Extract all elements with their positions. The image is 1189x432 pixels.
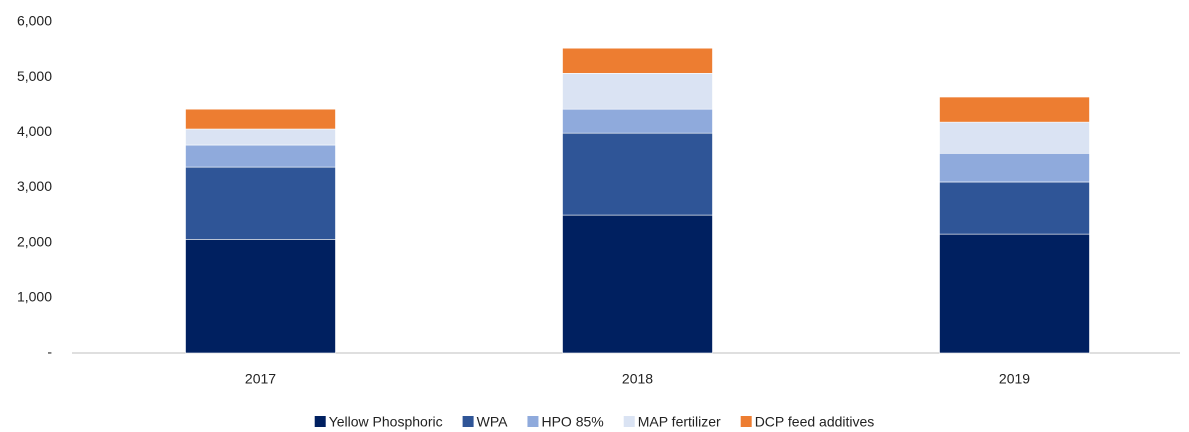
legend-label: WPA xyxy=(477,414,509,430)
bar-segment xyxy=(562,214,713,354)
bar-segment xyxy=(562,132,713,216)
x-tick-label: 2017 xyxy=(245,371,276,387)
legend-swatch xyxy=(527,416,539,427)
legend: Yellow Phosphoric WPA HPO 85% MAP fertilize… xyxy=(314,414,875,430)
bar-segment xyxy=(939,96,1090,123)
y-tick-label: 6,000 xyxy=(17,13,52,29)
legend-swatch xyxy=(623,416,635,427)
x-tick-label: 2018 xyxy=(622,371,653,387)
bar-segment xyxy=(562,47,713,74)
bar-segment xyxy=(562,108,713,134)
bar-segment xyxy=(939,152,1090,183)
y-tick-label: 2,000 xyxy=(17,233,52,249)
bar-segment xyxy=(185,166,336,240)
y-tick-label: 4,000 xyxy=(17,123,52,139)
bar-segment xyxy=(939,121,1090,154)
bar-segment xyxy=(939,181,1090,235)
legend-label: DCP feed additives xyxy=(755,414,875,430)
y-tick-label: - xyxy=(47,344,52,360)
y-tick-label: 5,000 xyxy=(17,68,52,84)
legend-label: HPO 85% xyxy=(541,414,603,430)
legend-swatch xyxy=(314,416,326,427)
y-tick-label: 1,000 xyxy=(17,289,52,305)
legend-swatch xyxy=(740,416,752,427)
y-tick-label: 3,000 xyxy=(17,178,52,194)
legend-label: Yellow Phosphoric xyxy=(329,414,443,430)
bar-segment xyxy=(939,233,1090,354)
bar-segment xyxy=(562,73,713,110)
legend-swatch xyxy=(462,416,474,427)
bar-segment xyxy=(185,239,336,354)
bar-segment xyxy=(185,144,336,168)
bar-segment xyxy=(185,108,336,130)
x-tick-label: 2019 xyxy=(999,371,1030,387)
legend-label: MAP fertilizer xyxy=(638,414,721,430)
bar-segment xyxy=(185,128,336,146)
